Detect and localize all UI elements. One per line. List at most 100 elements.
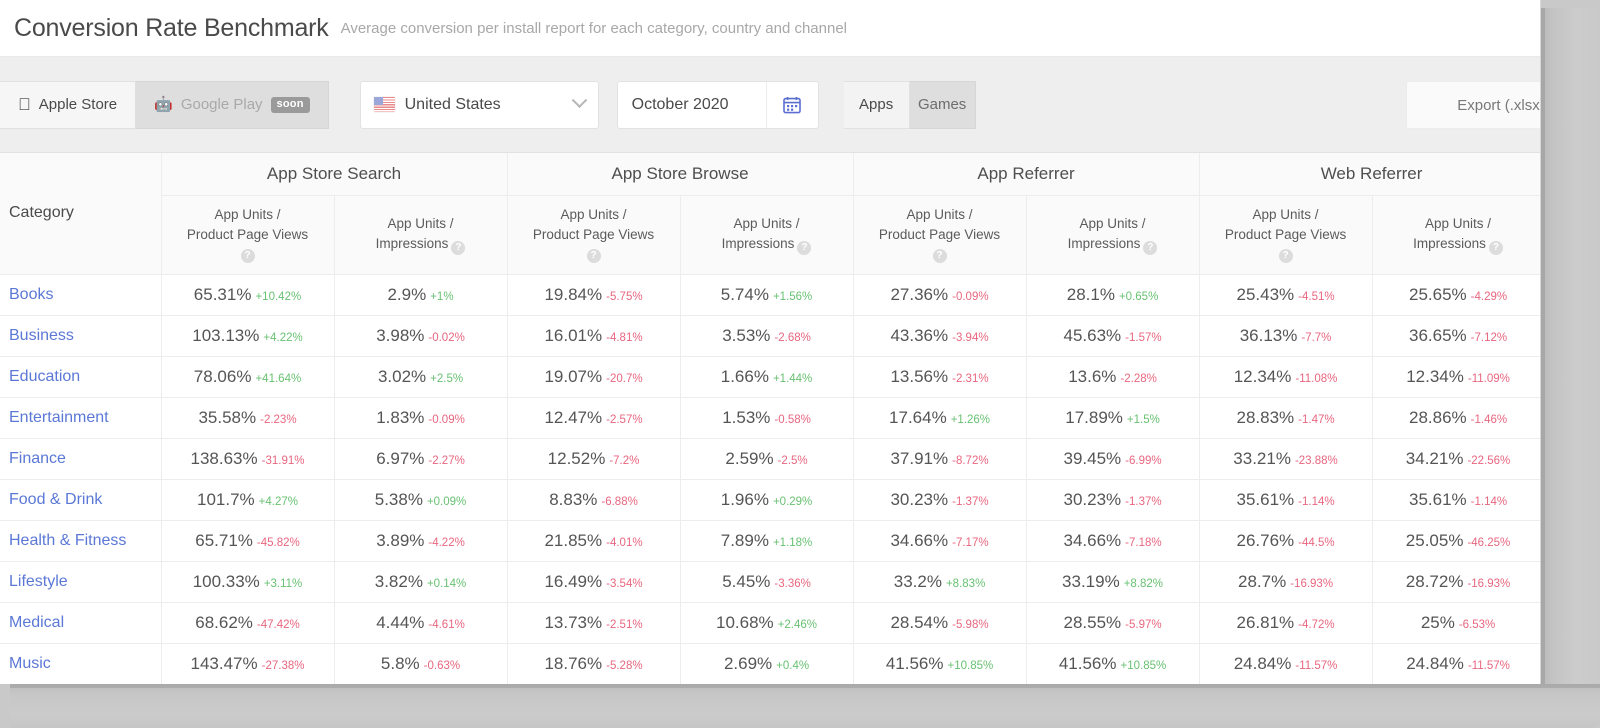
page-subtitle: Average conversion per install report fo… <box>340 19 847 37</box>
metric-delta: -1.14% <box>1470 495 1508 508</box>
metric-delta: -7.2% <box>609 454 640 467</box>
column-subheader-7[interactable]: App Units / Impressions? <box>1372 195 1540 275</box>
tab-games[interactable]: Games <box>909 80 976 129</box>
metric-cell: 6.97% -2.27% <box>334 438 508 480</box>
metric-cell: 33.21% -23.88% <box>1199 438 1373 480</box>
date-picker[interactable]: October 2020 <box>616 80 819 129</box>
column-subheader-6[interactable]: App Units / Product Page Views? <box>1199 195 1373 275</box>
help-icon[interactable]: ? <box>240 249 255 264</box>
metric-value: 18.76% <box>544 653 603 673</box>
benchmark-table-scroll[interactable]: Category App Store Search App Store Brow… <box>0 153 1540 684</box>
metric-value: 25.05% <box>1405 530 1464 550</box>
export-button[interactable]: Export (.xlsx) <box>1406 81 1540 129</box>
metric-cell: 36.13% -7.7% <box>1199 315 1373 357</box>
metric-value: 25.43% <box>1236 284 1295 304</box>
metric-delta: -0.09% <box>428 413 465 426</box>
country-select[interactable]: United States <box>359 80 599 129</box>
table-head: Category App Store Search App Store Brow… <box>0 153 1540 275</box>
metric-delta: +10.85% <box>947 659 994 672</box>
store-tab-group:  Apple Store 🤖 Google Play soon <box>0 80 329 129</box>
date-picker-value[interactable]: October 2020 <box>618 95 729 113</box>
category-link[interactable]: Music <box>0 643 162 684</box>
column-subheader-0[interactable]: App Units / Product Page Views? <box>161 195 335 275</box>
subheader-line-1: App Units / <box>733 216 800 232</box>
column-header-category[interactable]: Category <box>0 153 162 275</box>
metric-value: 5.8% <box>380 653 420 673</box>
category-link[interactable]: Education <box>0 356 162 398</box>
category-link[interactable]: Books <box>0 274 162 316</box>
metric-cell: 5.45% -3.36% <box>680 561 854 603</box>
help-icon[interactable]: ? <box>797 240 812 255</box>
metric-value: 34.66% <box>1063 530 1122 550</box>
category-link[interactable]: Finance <box>0 438 162 480</box>
metric-delta: -6.88% <box>601 495 638 508</box>
metric-value: 100.33% <box>192 571 260 591</box>
help-icon[interactable]: ? <box>932 249 947 264</box>
subheader-line-2-text: Product Page Views <box>878 226 1001 242</box>
metric-delta: -16.93% <box>1467 577 1511 590</box>
column-subheader-5[interactable]: App Units / Impressions? <box>1026 195 1200 275</box>
content-type-tab-group: Apps Games <box>843 80 976 129</box>
metric-value: 17.64% <box>889 407 947 427</box>
soon-badge: soon <box>270 96 310 113</box>
metric-value: 2.59% <box>725 448 774 468</box>
subheader-line-2-text: Impressions <box>721 235 795 251</box>
category-link[interactable]: Health & Fitness <box>0 520 162 562</box>
category-link[interactable]: Lifestyle <box>0 561 162 603</box>
metric-cell: 2.69% +0.4% <box>680 643 854 684</box>
metric-delta: +2.46% <box>777 618 818 631</box>
subheader-line-1: App Units / <box>906 207 973 223</box>
metric-value: 12.47% <box>544 407 603 427</box>
metric-value: 13.56% <box>890 366 949 386</box>
metric-cell: 25.43% -4.51% <box>1199 274 1373 316</box>
subheader-line-1: App Units / <box>1252 207 1319 223</box>
metric-cell: 17.64% +1.26% <box>853 397 1027 439</box>
metric-value: 28.54% <box>890 612 949 632</box>
metric-delta: -1.14% <box>1298 495 1335 508</box>
metric-cell: 33.2% +8.83% <box>853 561 1027 603</box>
category-link[interactable]: Medical <box>0 602 162 644</box>
category-link[interactable]: Food & Drink <box>0 479 162 521</box>
metric-value: 45.63% <box>1063 325 1122 345</box>
help-icon[interactable]: ? <box>1488 240 1503 255</box>
column-subheader-4[interactable]: App Units / Product Page Views? <box>853 195 1027 275</box>
column-subheader-3[interactable]: App Units / Impressions? <box>680 195 854 275</box>
category-link[interactable]: Entertainment <box>0 397 162 439</box>
metric-delta: -5.75% <box>606 290 643 303</box>
metric-cell: 16.01% -4.81% <box>507 315 681 357</box>
metric-cell: 28.1% +0.65% <box>1026 274 1200 316</box>
metric-value: 35.58% <box>198 407 257 427</box>
help-icon[interactable]: ? <box>586 249 601 264</box>
table-row: Education 78.06% +41.64% 3.02% +2.5% 19.07% -2… <box>0 356 1540 398</box>
subheader-line-1: App Units / <box>387 216 454 232</box>
store-tab-apple-store[interactable]:  Apple Store <box>0 80 137 129</box>
help-icon[interactable]: ? <box>1143 240 1158 255</box>
tab-apps[interactable]: Apps <box>843 80 910 129</box>
metric-delta: -2.51% <box>606 618 643 631</box>
metric-value: 36.65% <box>1408 325 1467 345</box>
column-subheader-1[interactable]: App Units / Impressions? <box>334 195 508 275</box>
metric-value: 3.98% <box>376 325 425 345</box>
country-select-value: United States <box>391 95 501 113</box>
table-row: Lifestyle 100.33% +3.11% 3.82% +0.14% 16.49% -… <box>0 561 1540 603</box>
help-icon[interactable]: ? <box>1278 249 1293 264</box>
metric-delta: +10.85% <box>1120 659 1167 672</box>
metric-cell: 8.83% -6.88% <box>507 479 681 521</box>
metric-value: 13.73% <box>544 612 603 632</box>
store-tab-google-play[interactable]: 🤖 Google Play soon <box>136 80 329 129</box>
title-bar: Conversion Rate Benchmark Average conver… <box>0 0 1540 57</box>
help-icon[interactable]: ? <box>451 240 466 255</box>
category-link[interactable]: Business <box>0 315 162 357</box>
calendar-button[interactable] <box>765 81 818 128</box>
column-subheader-2[interactable]: App Units / Product Page Views? <box>507 195 681 275</box>
metric-value: 65.71% <box>195 530 253 550</box>
metric-delta: -27.38% <box>261 659 305 672</box>
metric-delta: -4.22% <box>428 536 465 549</box>
metric-cell: 45.63% -1.57% <box>1026 315 1200 357</box>
metric-cell: 12.34% -11.09% <box>1372 356 1540 398</box>
metric-delta: +1.5% <box>1126 413 1160 426</box>
metric-cell: 35.58% -2.23% <box>161 397 335 439</box>
metric-value: 1.66% <box>720 366 769 386</box>
metric-cell: 5.8% -0.63% <box>334 643 508 684</box>
